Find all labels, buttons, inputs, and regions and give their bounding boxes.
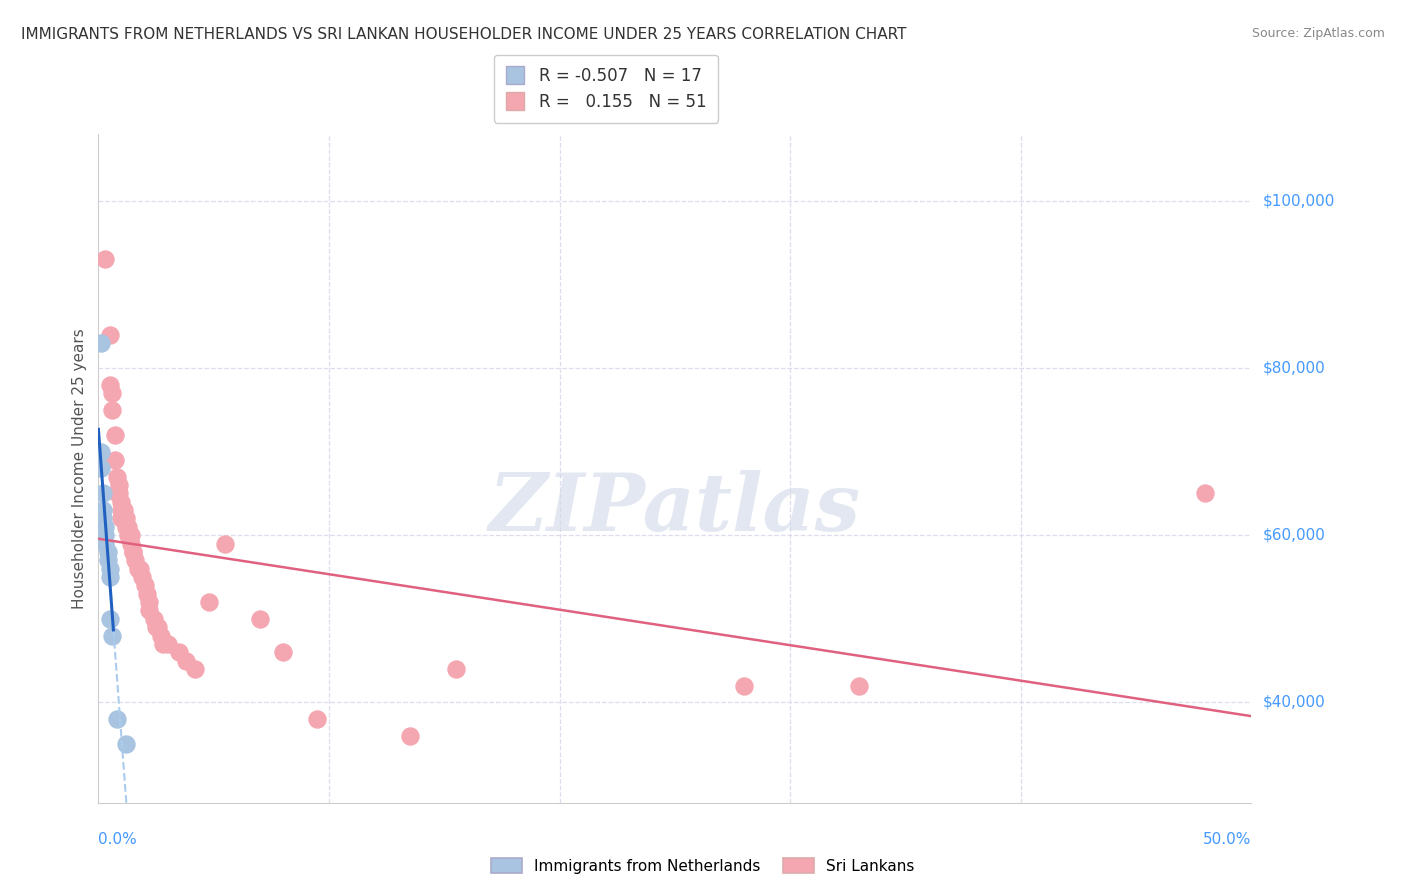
Point: [122, 545, 145, 559]
Point: [117, 528, 139, 542]
Point: [444, 662, 467, 676]
Text: Source: ZipAtlas.com: Source: ZipAtlas.com: [1251, 27, 1385, 40]
Point: [122, 545, 145, 559]
Point: [98, 377, 121, 392]
Point: [112, 511, 135, 525]
Point: [115, 511, 138, 525]
Point: [108, 478, 131, 492]
Point: [91, 503, 114, 517]
Point: [198, 595, 221, 609]
Point: [120, 528, 142, 542]
Text: 0.0%: 0.0%: [98, 832, 138, 847]
Point: [110, 503, 132, 517]
Point: [156, 637, 179, 651]
Point: [733, 679, 755, 693]
Point: [103, 428, 125, 442]
Text: $100,000: $100,000: [1263, 194, 1334, 208]
Text: IMMIGRANTS FROM NETHERLANDS VS SRI LANKAN HOUSEHOLDER INCOME UNDER 25 YEARS CORR: IMMIGRANTS FROM NETHERLANDS VS SRI LANKA…: [21, 27, 907, 42]
Point: [131, 570, 153, 584]
Point: [848, 679, 870, 693]
Point: [249, 612, 271, 626]
Point: [98, 612, 121, 626]
Point: [98, 562, 121, 576]
Point: [307, 712, 329, 726]
Point: [101, 386, 124, 401]
Point: [124, 553, 146, 567]
Legend: Immigrants from Netherlands, Sri Lankans: Immigrants from Netherlands, Sri Lankans: [485, 852, 921, 880]
Point: [110, 511, 132, 525]
Point: [90, 461, 112, 475]
Point: [94, 520, 117, 534]
Point: [97, 553, 120, 567]
Point: [135, 587, 157, 601]
Point: [112, 503, 135, 517]
Point: [184, 662, 207, 676]
Point: [90, 335, 112, 350]
Legend: R = -0.507   N = 17, R =   0.155   N = 51: R = -0.507 N = 17, R = 0.155 N = 51: [494, 55, 718, 123]
Point: [138, 595, 160, 609]
Point: [138, 603, 160, 617]
Point: [271, 645, 294, 659]
Point: [91, 486, 114, 500]
Point: [167, 645, 190, 659]
Point: [134, 578, 156, 592]
Point: [142, 612, 165, 626]
Point: [129, 562, 152, 576]
Point: [127, 562, 149, 576]
Point: [101, 402, 124, 417]
Point: [1194, 486, 1216, 500]
Point: [94, 536, 117, 550]
Point: [115, 520, 138, 534]
Text: $60,000: $60,000: [1263, 528, 1326, 542]
Point: [94, 528, 117, 542]
Point: [105, 469, 128, 483]
Point: [117, 520, 139, 534]
Point: [108, 486, 131, 500]
Y-axis label: Householder Income Under 25 years: Householder Income Under 25 years: [72, 328, 87, 608]
Point: [149, 629, 172, 643]
Point: [214, 536, 236, 550]
Point: [97, 545, 120, 559]
Text: ZIPatlas: ZIPatlas: [489, 470, 860, 547]
Point: [103, 453, 125, 467]
Point: [91, 511, 114, 525]
Text: 50.0%: 50.0%: [1204, 832, 1251, 847]
Point: [174, 654, 197, 668]
Point: [98, 327, 121, 342]
Point: [98, 570, 121, 584]
Point: [152, 637, 174, 651]
Point: [105, 486, 128, 500]
Point: [105, 712, 128, 726]
Point: [115, 737, 138, 751]
Point: [94, 252, 117, 267]
Text: $40,000: $40,000: [1263, 695, 1326, 710]
Point: [120, 536, 142, 550]
Point: [145, 620, 167, 634]
Point: [110, 494, 132, 508]
Text: $80,000: $80,000: [1263, 360, 1326, 376]
Point: [101, 629, 124, 643]
Point: [148, 620, 170, 634]
Point: [398, 729, 420, 743]
Point: [90, 444, 112, 458]
